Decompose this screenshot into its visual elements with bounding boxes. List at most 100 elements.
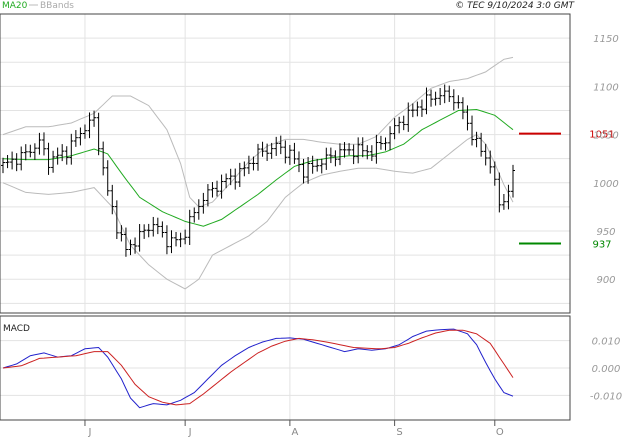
price-y-tick: 1000 [593, 179, 618, 190]
price-bar [388, 126, 393, 151]
price-bar [219, 174, 224, 199]
x-tick-label: O [496, 427, 504, 438]
price-bar [460, 97, 465, 120]
price-bar [133, 237, 138, 254]
price-y-tick: 950 [596, 227, 615, 238]
price-bar [151, 216, 156, 237]
price-bar [438, 88, 443, 106]
bband-upper [2, 56, 514, 208]
price-bar [142, 224, 147, 239]
ma20-line [2, 108, 514, 227]
price-bar [451, 89, 456, 111]
price-bar [260, 141, 265, 157]
macd-y-tick: 0.010 [592, 337, 621, 348]
price-bar [283, 140, 288, 164]
price-bar [110, 184, 115, 215]
price-bar [324, 147, 329, 170]
price-bar [69, 133, 74, 165]
price-bar [60, 144, 65, 162]
price-grid [0, 14, 570, 313]
price-bar [456, 95, 461, 109]
price-bar [315, 158, 320, 172]
price-bar [269, 142, 274, 159]
price-bar [256, 143, 260, 171]
price-bar [101, 141, 106, 176]
price-bar [433, 91, 438, 106]
price-bar [123, 227, 128, 257]
bband-lower [2, 133, 514, 290]
price-bar [378, 135, 383, 150]
price-bar [383, 137, 388, 151]
price-bar [465, 105, 470, 131]
price-bar [337, 143, 342, 166]
price-bar [306, 156, 311, 184]
support-level-label: 937 [592, 240, 611, 251]
price-bar [474, 131, 479, 148]
price-bar [242, 161, 247, 177]
price-y-tick: 1100 [593, 82, 618, 93]
price-bar [292, 142, 297, 164]
price-y-axis: 900 950 1000 1050 1100 1150 [593, 34, 618, 286]
price-bar [146, 223, 151, 238]
price-bar [351, 144, 356, 165]
price-frame [0, 13, 571, 314]
price-bar [51, 150, 56, 173]
price-bar [114, 200, 119, 240]
price-bar [392, 118, 397, 140]
price-bar [78, 127, 83, 146]
price-bar [64, 146, 69, 165]
price-bar [164, 225, 169, 255]
x-tick-label: J [87, 427, 91, 438]
price-bar [96, 112, 101, 156]
macd-frame [0, 315, 571, 421]
price-bar [87, 112, 92, 139]
price-bar [205, 184, 210, 207]
price-bars [1, 84, 515, 257]
price-bar [183, 229, 188, 245]
price-bar [137, 224, 142, 252]
price-y-tick: 1150 [593, 34, 618, 45]
price-bar [174, 232, 179, 247]
price-levels: 1051 937 [519, 130, 615, 251]
price-bar [73, 130, 78, 147]
price-bar [429, 89, 434, 107]
macd-y-tick: 0.000 [592, 364, 621, 375]
x-tick-label: S [396, 427, 402, 438]
price-bar [410, 103, 415, 118]
price-bar [265, 143, 270, 161]
price-bar [360, 137, 365, 158]
resistance-level-label: 1051 [589, 130, 614, 141]
price-bar [419, 99, 424, 117]
price-bar [169, 230, 174, 254]
price-bar [23, 144, 28, 161]
price-bar [210, 182, 215, 198]
price-bar [415, 101, 420, 117]
price-bar [369, 145, 374, 162]
x-tick-label: J [188, 427, 192, 438]
macd-line [2, 328, 514, 409]
price-bar [233, 168, 238, 190]
price-bar [82, 124, 87, 139]
price-bar [296, 151, 301, 173]
price-bar [128, 239, 133, 256]
price-bar [310, 155, 315, 174]
price-bar [1, 157, 5, 174]
price-bar [424, 87, 429, 115]
price-bar [196, 199, 201, 220]
price-bar [119, 225, 124, 242]
price-bar [492, 161, 497, 186]
macd-title: MACD [3, 324, 30, 334]
price-bar [246, 155, 251, 175]
legend-bbands: BBands [40, 1, 74, 11]
price-bar [46, 142, 51, 175]
price-bar [278, 135, 283, 155]
price-bar [479, 132, 484, 157]
price-bar [365, 145, 370, 160]
price-bar [28, 144, 33, 158]
price-bar [228, 168, 233, 186]
price-bar [5, 155, 10, 169]
price-bar [328, 147, 333, 164]
price-bar [92, 110, 97, 127]
price-bar [155, 217, 160, 235]
price-panel: 1051 937 900 950 1000 1050 1100 1150 [0, 13, 619, 314]
